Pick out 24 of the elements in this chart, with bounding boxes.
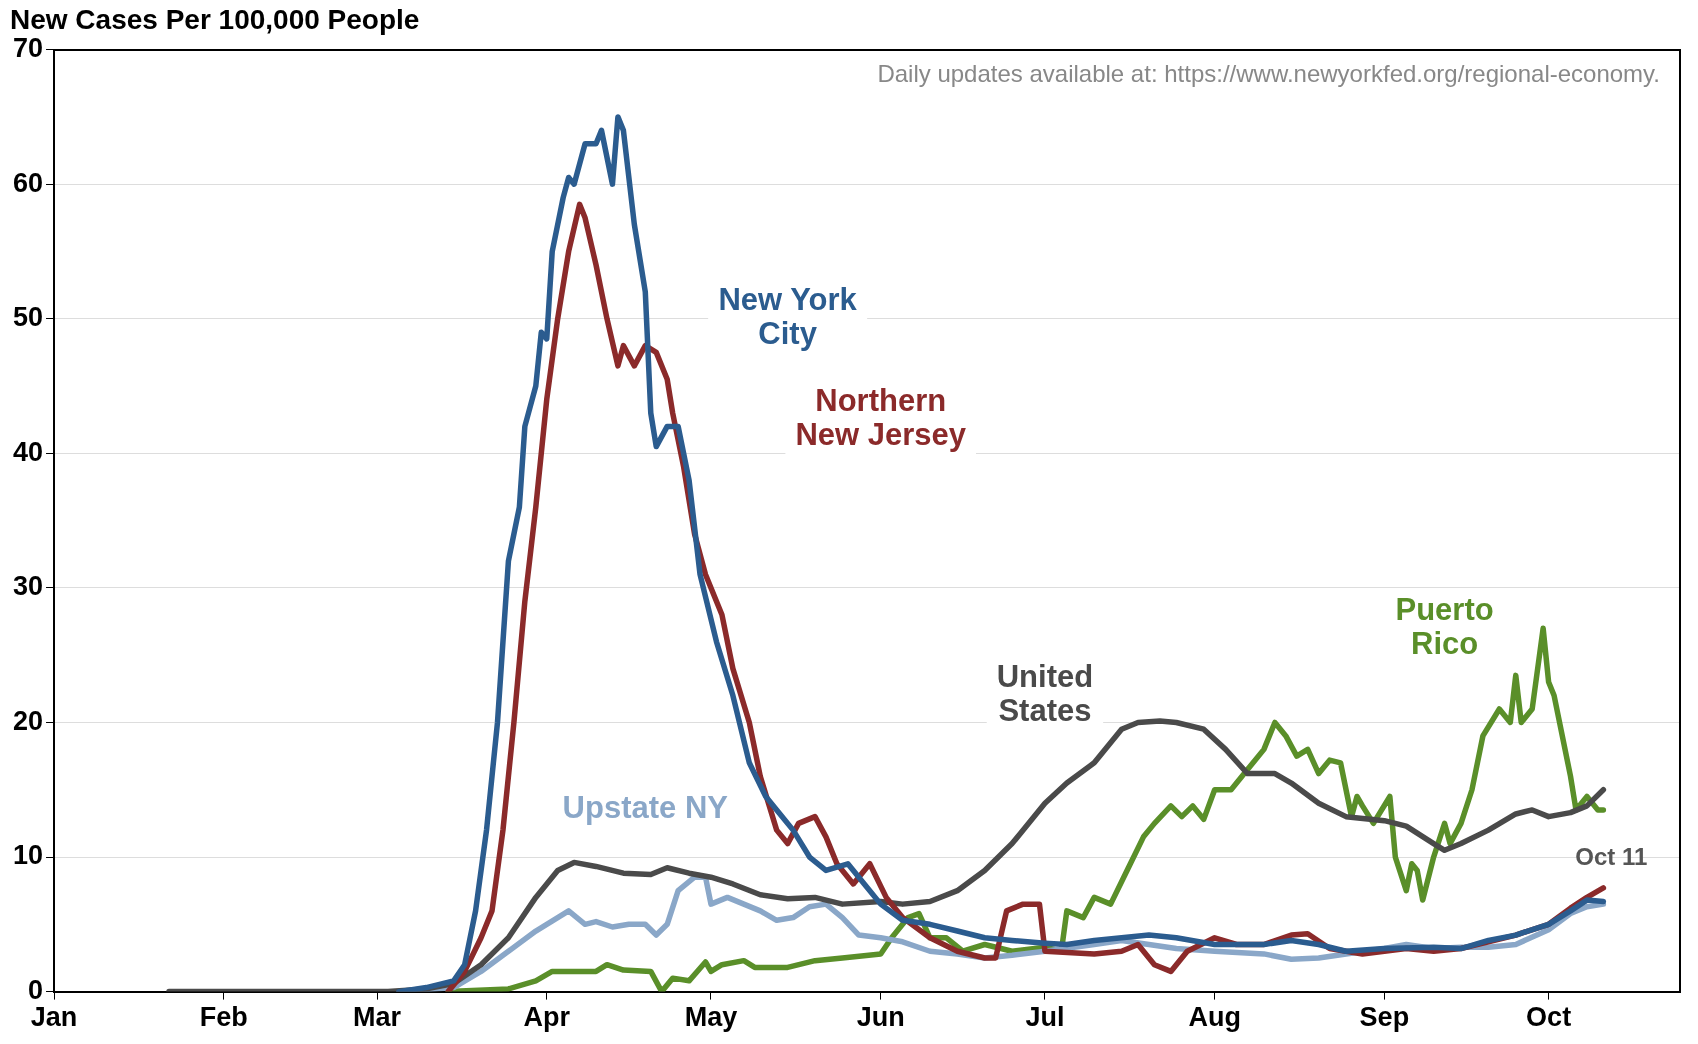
y-tick-label: 50 bbox=[12, 302, 44, 333]
series-label: Upstate NY bbox=[562, 790, 729, 826]
x-tick-label: Mar bbox=[353, 1002, 402, 1033]
x-tick-label: May bbox=[684, 1002, 738, 1033]
text: New York City bbox=[718, 282, 858, 352]
x-tick-label: Jun bbox=[856, 1002, 905, 1033]
x-tick-label: Jul bbox=[1025, 1002, 1065, 1033]
series-label: United States bbox=[996, 659, 1094, 729]
y-tick-label: 30 bbox=[12, 571, 44, 602]
y-tick-label: 10 bbox=[12, 840, 44, 871]
series-label: Puerto Rico bbox=[1395, 591, 1494, 661]
x-tick-label: Aug bbox=[1188, 1002, 1241, 1033]
y-tick-label: 20 bbox=[12, 705, 44, 736]
x-tick-label: Apr bbox=[523, 1002, 571, 1033]
x-tick-label: Feb bbox=[199, 1002, 248, 1033]
x-tick-label: Sep bbox=[1359, 1002, 1410, 1033]
y-tick-label: 70 bbox=[12, 33, 44, 64]
y-tick-label: 60 bbox=[12, 167, 44, 198]
text: Northern New Jersey bbox=[795, 383, 967, 453]
annotation: Oct 11 bbox=[1575, 842, 1648, 870]
y-tick-label: 40 bbox=[12, 436, 44, 467]
x-tick-label: Oct bbox=[1526, 1002, 1572, 1033]
annotation: Daily updates available at: https://www.newyorkfed.org/regional-economy. bbox=[877, 60, 1660, 88]
chart-title: New Cases Per 100,000 People bbox=[10, 3, 420, 35]
